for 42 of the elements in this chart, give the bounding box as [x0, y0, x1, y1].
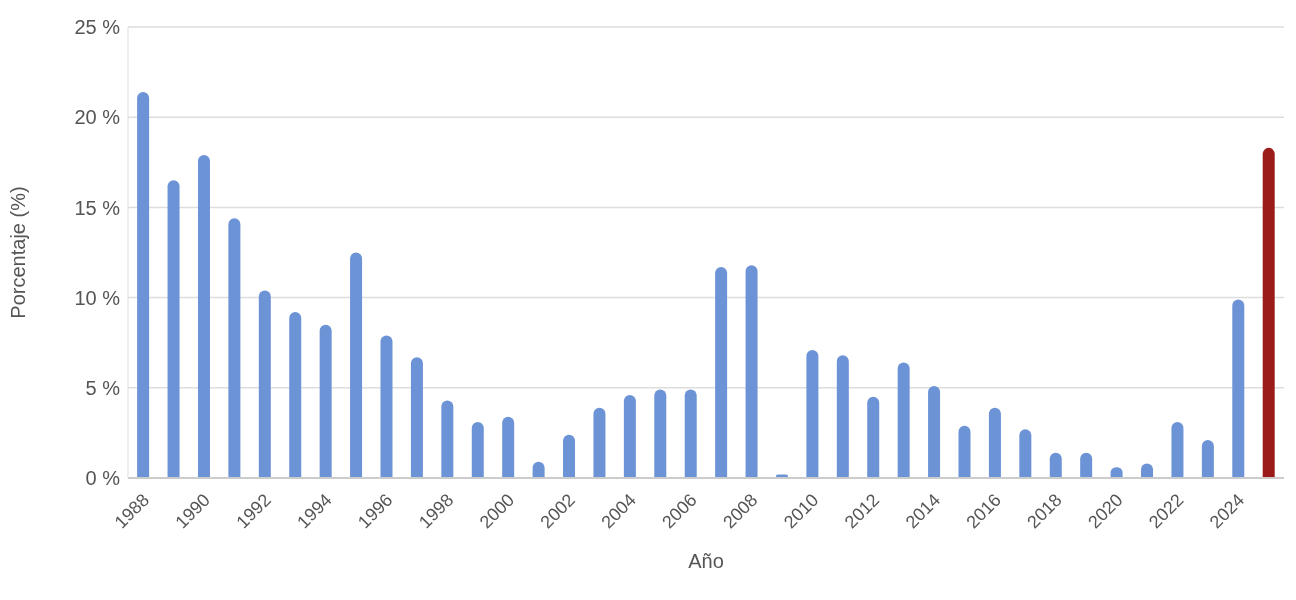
- bar: [289, 312, 302, 478]
- y-tick-label: 25 %: [74, 16, 121, 39]
- bar: [745, 265, 758, 478]
- bar: [471, 422, 484, 478]
- bar: [928, 386, 941, 478]
- bar: [197, 155, 210, 478]
- bar: [350, 252, 363, 478]
- bar: [319, 324, 332, 478]
- bar: [1049, 452, 1062, 478]
- y-tick-label: 10 %: [74, 286, 121, 309]
- bar: [715, 266, 728, 478]
- bar: [897, 362, 910, 478]
- bar: [836, 355, 849, 478]
- bar: [593, 407, 606, 478]
- y-tick-label: 5 %: [85, 376, 121, 399]
- bar: [167, 180, 180, 478]
- bar: [684, 389, 697, 478]
- bar: [1080, 452, 1093, 478]
- bar: [137, 91, 150, 478]
- bar: [806, 349, 819, 478]
- bar: [502, 416, 515, 478]
- bar: [1232, 299, 1245, 478]
- bar: [258, 290, 271, 478]
- y-tick-label: 20 %: [74, 106, 121, 129]
- x-axis-title: Año: [688, 550, 724, 572]
- bar: [1019, 429, 1032, 478]
- bar: [1262, 147, 1275, 478]
- bar: [1171, 422, 1184, 478]
- bar: [988, 407, 1001, 478]
- y-axis-title: Porcentaje (%): [7, 186, 30, 319]
- bar: [441, 400, 454, 478]
- bar: [380, 335, 393, 478]
- bar: [654, 389, 667, 478]
- bar: [228, 218, 241, 478]
- y-tick-label: 0 %: [85, 467, 121, 490]
- bar: [867, 396, 880, 478]
- bar: [1201, 440, 1214, 478]
- bar: [958, 425, 971, 478]
- bar: [410, 357, 423, 478]
- bar: [623, 395, 636, 478]
- bar: [563, 434, 576, 478]
- y-tick-label: 15 %: [74, 196, 121, 219]
